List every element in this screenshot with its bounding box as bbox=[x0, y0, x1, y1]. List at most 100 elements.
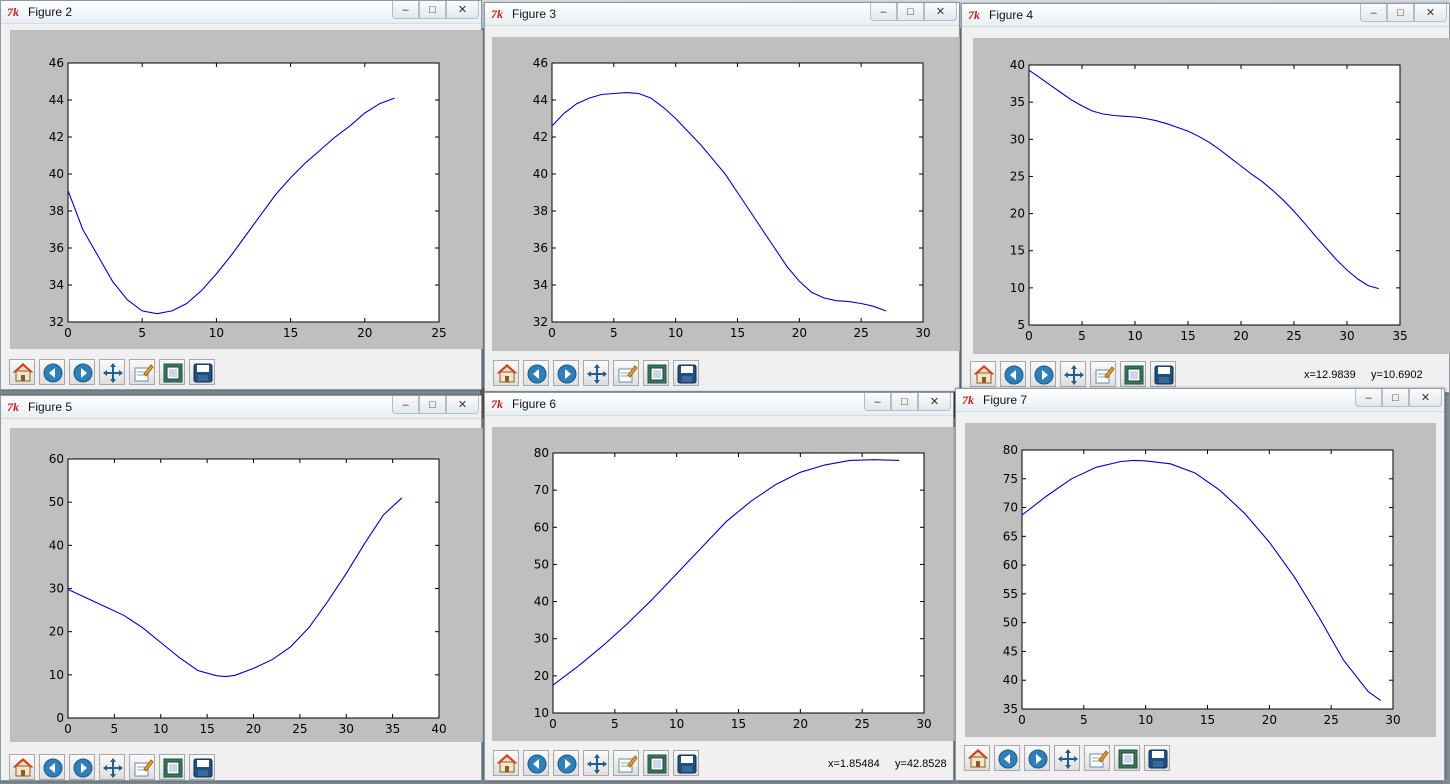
pan-icon bbox=[587, 754, 607, 774]
maximize-button[interactable]: □ bbox=[419, 396, 446, 414]
window-titlebar[interactable]: 7k Figure 3 – □ ✕ bbox=[485, 3, 959, 26]
y-tick-label: 40 bbox=[1003, 673, 1018, 687]
configure-subplots-button[interactable] bbox=[643, 750, 669, 776]
figure-window-5[interactable]: 7k Figure 5 – □ ✕ 0 5 10 15 20 25 30 35 40 0 10 20 3… bbox=[0, 395, 483, 781]
save-button[interactable] bbox=[189, 754, 215, 780]
configure-subplots-icon bbox=[647, 754, 667, 774]
window-title: Figure 3 bbox=[512, 7, 557, 21]
maximize-button[interactable]: □ bbox=[1387, 4, 1414, 22]
figure-window-7[interactable]: 7k Figure 7 – □ ✕ 0 5 10 15 20 25 30 35 40 45 50 55… bbox=[955, 388, 1445, 781]
save-button[interactable] bbox=[189, 359, 215, 385]
save-button[interactable] bbox=[1150, 361, 1176, 387]
configure-subplots-button[interactable] bbox=[159, 359, 185, 385]
zoom-button[interactable] bbox=[613, 750, 639, 776]
figure-canvas[interactable]: 0 5 10 15 20 25 30 10 20 30 40 50 60 70 80 bbox=[492, 427, 955, 741]
minimize-button[interactable]: – bbox=[392, 396, 419, 414]
maximize-button[interactable]: □ bbox=[1382, 389, 1409, 407]
home-button[interactable] bbox=[9, 754, 35, 780]
y-tick-label: 0 bbox=[56, 711, 64, 725]
axes-frame bbox=[1028, 64, 1401, 326]
back-button[interactable] bbox=[1000, 361, 1026, 387]
configure-subplots-button[interactable] bbox=[1114, 745, 1140, 771]
pan-button[interactable] bbox=[1060, 361, 1086, 387]
save-button[interactable] bbox=[673, 750, 699, 776]
minimize-button[interactable]: – bbox=[1355, 389, 1382, 407]
pan-button[interactable] bbox=[99, 754, 125, 780]
series-line bbox=[1021, 459, 1381, 701]
home-button[interactable] bbox=[493, 750, 519, 776]
y-tick-label: 50 bbox=[534, 557, 549, 571]
zoom-icon bbox=[134, 364, 154, 382]
figure-window-4[interactable]: 7k Figure 4 – □ ✕ 0 5 10 15 20 25 30 35 5 10 15 20 2… bbox=[961, 3, 1450, 393]
window-titlebar[interactable]: 7k Figure 4 – □ ✕ bbox=[962, 4, 1449, 27]
zoom-icon bbox=[618, 755, 638, 773]
figure-window-3[interactable]: 7k Figure 3 – □ ✕ 0 5 10 15 20 25 30 32 34 36 38 40… bbox=[484, 2, 960, 392]
y-tick-label: 32 bbox=[49, 315, 64, 329]
window-titlebar[interactable]: 7k Figure 2 – □ ✕ bbox=[1, 1, 481, 24]
pan-button[interactable] bbox=[99, 359, 125, 385]
close-button[interactable]: ✕ bbox=[446, 1, 479, 19]
window-titlebar[interactable]: 7k Figure 6 – □ ✕ bbox=[485, 393, 953, 416]
pan-button[interactable] bbox=[583, 750, 609, 776]
y-tick-label: 36 bbox=[533, 241, 548, 255]
x-tick-label: 25 bbox=[855, 717, 870, 731]
home-button[interactable] bbox=[493, 360, 519, 386]
maximize-button[interactable]: □ bbox=[897, 3, 924, 21]
minimize-button[interactable]: – bbox=[864, 393, 891, 411]
maximize-button[interactable]: □ bbox=[891, 393, 918, 411]
y-tick-label: 40 bbox=[533, 167, 548, 181]
pan-button[interactable] bbox=[1054, 745, 1080, 771]
minimize-button[interactable]: – bbox=[870, 3, 897, 21]
save-button[interactable] bbox=[673, 360, 699, 386]
pan-button[interactable] bbox=[583, 360, 609, 386]
tk-feather-icon: 7k bbox=[7, 400, 19, 414]
home-button[interactable] bbox=[970, 361, 996, 387]
figure-canvas[interactable]: 0 5 10 15 20 25 32 34 36 38 40 42 44 46 bbox=[10, 30, 483, 349]
window-titlebar[interactable]: 7k Figure 7 – □ ✕ bbox=[956, 389, 1444, 412]
y-tick-label: 34 bbox=[533, 278, 548, 292]
y-tick-label: 35 bbox=[1010, 95, 1025, 109]
configure-subplots-button[interactable] bbox=[1120, 361, 1146, 387]
zoom-button[interactable] bbox=[1084, 745, 1110, 771]
window-title: Figure 7 bbox=[983, 393, 1028, 407]
forward-button[interactable] bbox=[553, 750, 579, 776]
forward-button[interactable] bbox=[553, 360, 579, 386]
minimize-button[interactable]: – bbox=[392, 1, 419, 19]
maximize-button[interactable]: □ bbox=[419, 1, 446, 19]
home-button[interactable] bbox=[9, 359, 35, 385]
figure-canvas[interactable]: 0 5 10 15 20 25 30 35 40 0 10 20 30 40 50 60 bbox=[10, 428, 483, 742]
back-button[interactable] bbox=[523, 750, 549, 776]
forward-button[interactable] bbox=[69, 359, 95, 385]
minimize-button[interactable]: – bbox=[1360, 4, 1387, 22]
configure-subplots-button[interactable] bbox=[159, 754, 185, 780]
figure-canvas[interactable]: 0 5 10 15 20 25 30 35 5 10 15 20 25 30 35 40 bbox=[973, 38, 1450, 354]
figure-window-6[interactable]: 7k Figure 6 – □ ✕ 0 5 10 15 20 25 30 10 20 30 40 50… bbox=[484, 392, 955, 781]
save-button[interactable] bbox=[1144, 745, 1170, 771]
x-tick-label: 20 bbox=[793, 717, 808, 731]
forward-button[interactable] bbox=[1030, 361, 1056, 387]
y-tick-label: 30 bbox=[49, 582, 64, 596]
y-tick-label: 40 bbox=[49, 167, 64, 181]
back-button[interactable] bbox=[994, 745, 1020, 771]
forward-button[interactable] bbox=[69, 754, 95, 780]
zoom-button[interactable] bbox=[613, 360, 639, 386]
figure-window-2[interactable]: 7k Figure 2 – □ ✕ 0 5 10 15 20 25 32 34 36 38 40 42… bbox=[0, 0, 483, 390]
window-titlebar[interactable]: 7k Figure 5 – □ ✕ bbox=[1, 396, 481, 419]
zoom-button[interactable] bbox=[129, 359, 155, 385]
zoom-button[interactable] bbox=[129, 754, 155, 780]
close-button[interactable]: ✕ bbox=[1414, 4, 1447, 22]
figure-canvas[interactable]: 0 5 10 15 20 25 30 35 40 45 50 55 60 65 70 75 80 bbox=[965, 423, 1436, 737]
close-button[interactable]: ✕ bbox=[1409, 389, 1442, 407]
back-button[interactable] bbox=[39, 754, 65, 780]
forward-button[interactable] bbox=[1024, 745, 1050, 771]
figure-canvas[interactable]: 0 5 10 15 20 25 30 32 34 36 38 40 42 44 46 bbox=[492, 37, 960, 351]
configure-subplots-button[interactable] bbox=[643, 360, 669, 386]
back-button[interactable] bbox=[523, 360, 549, 386]
x-tick-label: 5 bbox=[1080, 713, 1088, 727]
zoom-button[interactable] bbox=[1090, 361, 1116, 387]
close-button[interactable]: ✕ bbox=[918, 393, 951, 411]
home-button[interactable] bbox=[964, 745, 990, 771]
close-button[interactable]: ✕ bbox=[924, 3, 957, 21]
back-button[interactable] bbox=[39, 359, 65, 385]
close-button[interactable]: ✕ bbox=[446, 396, 479, 414]
